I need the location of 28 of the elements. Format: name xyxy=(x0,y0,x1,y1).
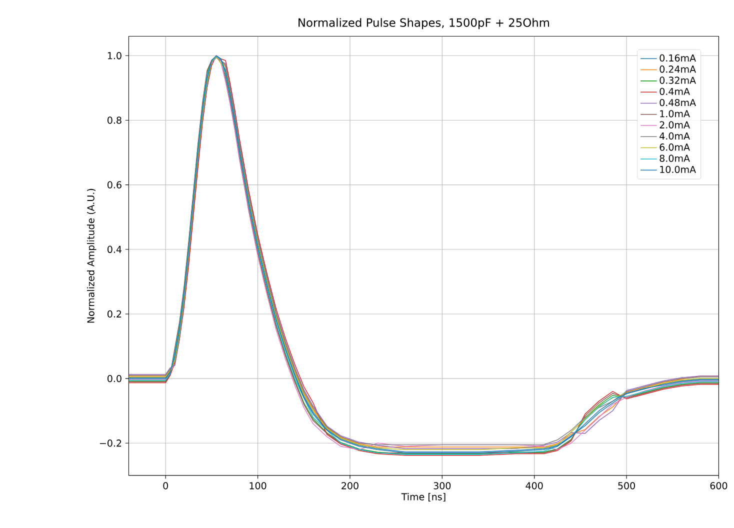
x-axis-title: Time [ns] xyxy=(401,493,446,502)
legend-label: 0.16mA xyxy=(660,54,696,62)
y-tick-label: −0.2 xyxy=(100,440,122,447)
x-tick-label: 200 xyxy=(342,482,358,490)
x-tick-label: 0 xyxy=(163,482,168,490)
y-tick-label: 0.8 xyxy=(108,116,122,124)
x-tick-label: 600 xyxy=(710,482,728,490)
legend-label: 6.0mA xyxy=(660,144,690,151)
y-tick-label: 0.0 xyxy=(108,374,122,382)
legend-label: 10.0mA xyxy=(660,166,696,174)
x-tick-label: 400 xyxy=(526,482,543,490)
y-tick-label: 1.0 xyxy=(108,52,122,60)
y-tick-label: 0.6 xyxy=(108,181,122,188)
legend-label: 0.32mA xyxy=(660,76,696,84)
legend-label: 0.48mA xyxy=(660,99,696,106)
legend-label: 8.0mA xyxy=(660,154,690,162)
legend-label: 4.0mA xyxy=(660,132,690,140)
x-tick-label: 300 xyxy=(434,482,451,490)
legend-label: 0.4mA xyxy=(660,88,690,96)
chart-title: Normalized Pulse Shapes, 1500pF + 25Ohm xyxy=(298,18,550,30)
y-axis-title: Normalized Amplitude (A.U.) xyxy=(87,188,96,323)
y-tick-label: 0.4 xyxy=(108,246,122,254)
x-tick-label: 100 xyxy=(250,482,266,490)
legend-label: 1.0mA xyxy=(660,110,690,118)
x-tick-label: 500 xyxy=(618,482,635,490)
legend-label: 0.24mA xyxy=(660,66,696,73)
y-tick-label: 0.2 xyxy=(108,310,122,318)
legend-label: 2.0mA xyxy=(660,121,690,128)
